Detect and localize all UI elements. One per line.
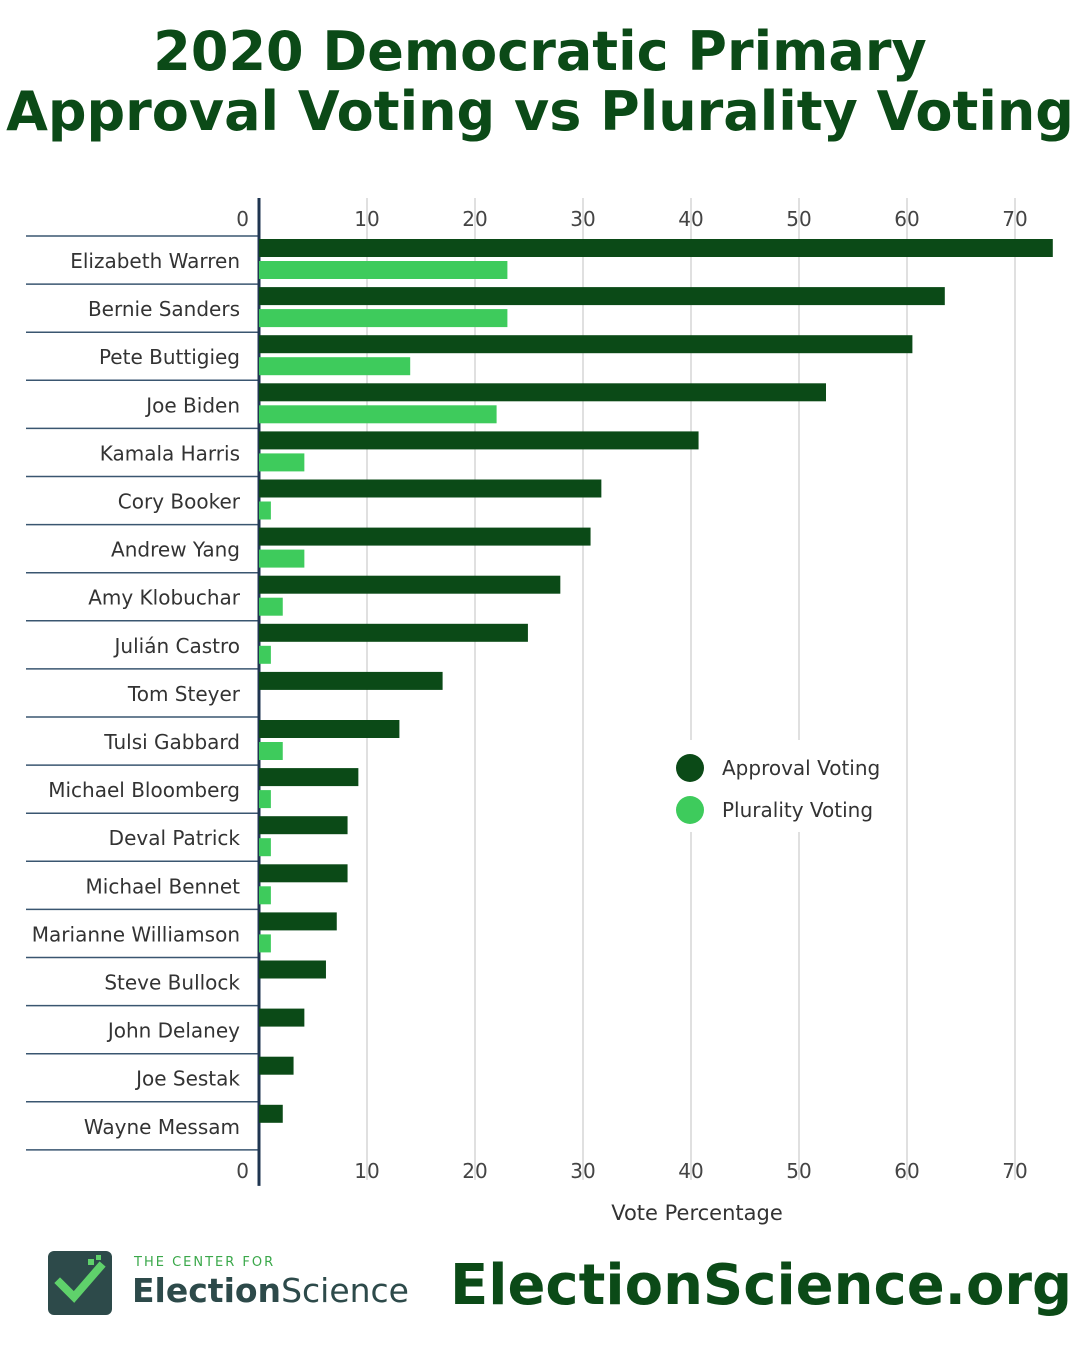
- bar-approval: [259, 575, 561, 594]
- bar-plurality: [259, 357, 411, 376]
- legend-label-approval: Approval Voting: [722, 756, 880, 780]
- bar-plurality: [259, 501, 271, 520]
- bar-approval: [259, 623, 528, 642]
- category-label: Bernie Sanders: [88, 297, 240, 321]
- x-tick-label-top: 40: [678, 207, 703, 231]
- category-label: Michael Bennet: [86, 874, 241, 898]
- chart-title-line-1: 2020 Democratic Primary: [153, 20, 927, 83]
- bar-plurality: [259, 934, 271, 953]
- category-label: Cory Booker: [118, 490, 241, 514]
- logo-wordmark: ElectionScience: [132, 1271, 409, 1310]
- election-science-logo-icon: [48, 1251, 112, 1315]
- x-tick-label-bottom: 30: [570, 1159, 595, 1183]
- legend-marker-approval: [676, 754, 704, 782]
- category-label: Joe Sestak: [134, 1067, 240, 1091]
- bar-approval: [259, 960, 326, 979]
- x-tick-label-bottom: 40: [678, 1159, 703, 1183]
- bar-plurality: [259, 742, 283, 760]
- category-label: Wayne Messam: [84, 1115, 240, 1139]
- legend-label-plurality: Plurality Voting: [722, 798, 873, 822]
- bar-approval: [259, 1104, 283, 1123]
- x-tick-label-bottom: 70: [1002, 1159, 1027, 1183]
- x-tick-label-bottom: 50: [786, 1159, 811, 1183]
- legend-background: [668, 740, 890, 832]
- bar-approval: [259, 1056, 294, 1075]
- category-label: Tulsi Gabbard: [103, 730, 240, 754]
- category-label: Steve Bullock: [104, 971, 240, 995]
- category-label: Andrew Yang: [111, 538, 240, 562]
- category-label: Marianne Williamson: [32, 922, 240, 946]
- category-label: Michael Bloomberg: [48, 778, 240, 802]
- logo-wordmark-bold: Election: [132, 1271, 282, 1310]
- bar-plurality: [259, 886, 271, 905]
- category-label: Kamala Harris: [100, 441, 240, 465]
- x-tick-label-bottom: 60: [894, 1159, 919, 1183]
- bar-approval: [259, 239, 1053, 257]
- x-tick-label-bottom: 10: [354, 1159, 379, 1183]
- bar-approval: [259, 864, 348, 883]
- bar-plurality: [259, 838, 271, 857]
- chart-title-line-2: Approval Voting vs Plurality Voting: [6, 80, 1074, 143]
- bar-plurality: [259, 405, 497, 424]
- category-label: John Delaney: [106, 1019, 240, 1043]
- bar-approval: [259, 527, 591, 546]
- bar-approval: [259, 431, 699, 450]
- bar-approval: [259, 383, 826, 402]
- bar-plurality: [259, 453, 305, 472]
- bar-chart: 0 0 10 10 20 20 30 30 40 40 50 50 60 60 70 70 Elizabeth …: [26, 198, 1053, 1225]
- category-label: Julián Castro: [113, 634, 240, 658]
- x-tick-label-top: 20: [462, 207, 487, 231]
- x-tick-label-bottom: 20: [462, 1159, 487, 1183]
- category-label: Elizabeth Warren: [70, 249, 240, 273]
- x-tick-label-top: 50: [786, 207, 811, 231]
- bar-plurality: [259, 549, 305, 568]
- bar-approval: [259, 479, 602, 498]
- category-label: Deval Patrick: [109, 826, 241, 850]
- category-label: Amy Klobuchar: [88, 586, 241, 610]
- x-tick-label-top: 30: [570, 207, 595, 231]
- x-tick-label-top: 60: [894, 207, 919, 231]
- logo-wordmark-light: Science: [281, 1271, 409, 1310]
- x-tick-label-top: 10: [354, 207, 379, 231]
- bar-plurality: [259, 597, 283, 616]
- bar-approval: [259, 720, 400, 738]
- bar-approval: [259, 335, 913, 354]
- legend-marker-plurality: [676, 796, 704, 824]
- category-label: Joe Biden: [144, 393, 240, 417]
- x-tick-label-top: 70: [1002, 207, 1027, 231]
- bar-plurality: [259, 790, 271, 809]
- category-label: Pete Buttigieg: [99, 345, 240, 369]
- bar-approval: [259, 1008, 305, 1027]
- bar-approval: [259, 768, 359, 787]
- x-tick-label-bottom: 0: [236, 1159, 249, 1183]
- bar-plurality: [259, 309, 508, 328]
- bar-approval: [259, 671, 443, 690]
- x-tick-label-top: 0: [236, 207, 249, 231]
- category-label: Tom Steyer: [127, 682, 241, 706]
- bar-plurality: [259, 645, 271, 664]
- website-link[interactable]: ElectionScience.org: [450, 1253, 1073, 1318]
- bar-approval: [259, 912, 337, 931]
- footer: THE CENTER FOR ElectionScience ElectionS…: [0, 1245, 1080, 1335]
- bar-plurality: [259, 261, 508, 279]
- bar-approval: [259, 287, 945, 306]
- x-axis-label: Vote Percentage: [611, 1201, 783, 1225]
- logo-tagline: THE CENTER FOR: [134, 1255, 276, 1270]
- bar-approval: [259, 816, 348, 835]
